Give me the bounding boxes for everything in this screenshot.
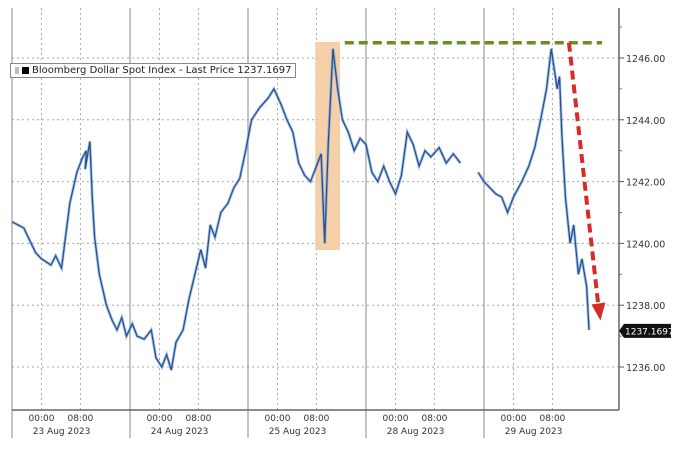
y-tick-label: 1236.00 (626, 363, 665, 374)
y-tick-label: 1240.00 (626, 239, 665, 250)
x-hour-label: 00:00 (383, 414, 409, 424)
y-tick-label: 1238.00 (626, 301, 665, 312)
last-price-label: 1237.1697 (625, 327, 674, 337)
x-hour-label: 00:00 (29, 414, 55, 424)
series-line (11, 48, 461, 371)
legend-label: Bloomberg Dollar Spot Index - Last Price… (32, 65, 292, 76)
x-day-label: 28 Aug 2023 (387, 427, 445, 437)
x-hour-label: 08:00 (303, 414, 329, 424)
x-day-label: 24 Aug 2023 (151, 427, 209, 437)
legend-swatch-grey (15, 67, 19, 74)
legend: Bloomberg Dollar Spot Index - Last Price… (10, 63, 297, 78)
y-tick-label: 1244.00 (626, 116, 665, 127)
x-hour-label: 08:00 (185, 414, 211, 424)
last-price-tag (619, 323, 671, 338)
x-day-label: 23 Aug 2023 (33, 427, 91, 437)
x-hour-label: 00:00 (147, 414, 173, 424)
x-hour-label: 08:00 (539, 414, 565, 424)
x-day-label: 29 Aug 2023 (505, 427, 563, 437)
x-hour-label: 08:00 (421, 414, 447, 424)
series-line (477, 48, 590, 330)
x-hour-label: 00:00 (265, 414, 291, 424)
down-arrow-head (591, 302, 606, 321)
x-day-label: 25 Aug 2023 (269, 427, 327, 437)
down-arrow-shaft (566, 42, 601, 307)
y-tick-label: 1242.00 (626, 178, 665, 189)
x-hour-label: 00:00 (501, 414, 527, 424)
series-line-shadow (11, 48, 462, 371)
y-tick-label: 1246.00 (626, 54, 665, 65)
x-hour-label: 08:00 (67, 414, 93, 424)
legend-swatch (22, 67, 29, 74)
